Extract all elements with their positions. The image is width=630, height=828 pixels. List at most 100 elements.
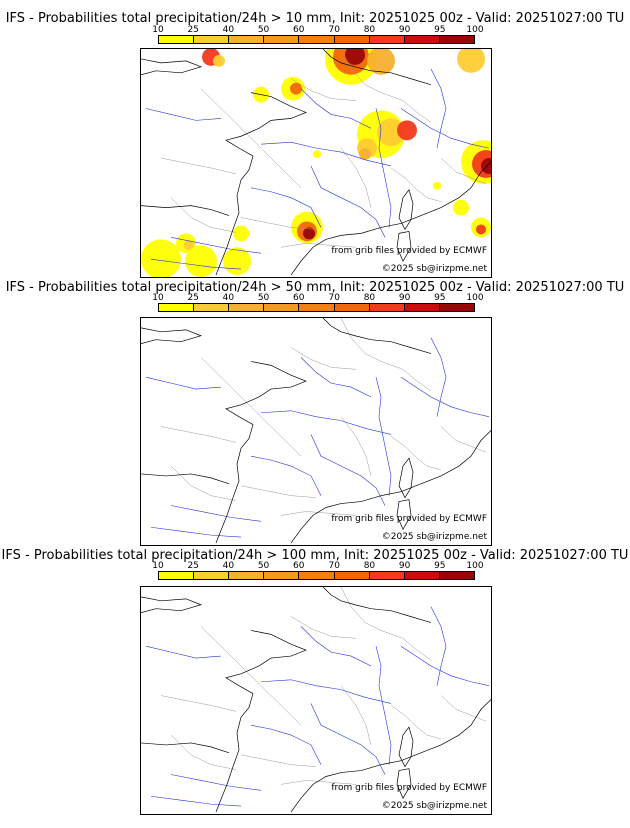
colorbar-segment [369,304,405,311]
tick-label: 10 [152,561,164,571]
tick-label: 40 [222,561,235,571]
coastline [290,430,491,544]
colorbar-segment [439,572,474,579]
coastline [398,188,414,231]
admin-border [200,88,302,188]
tick-label: 40 [222,25,235,35]
coastline [141,473,230,485]
tick-label: 70 [328,293,340,303]
panel-1-colorbar [158,35,475,44]
river-line [260,141,392,167]
admin-border [160,157,237,175]
colorbar-segment [299,572,335,579]
colorbar-segment [334,572,370,579]
tick-label: 100 [466,25,484,35]
colorbar-segment [439,36,474,43]
river-line [150,258,242,270]
panel-3-source-credit: from grib files provided by ECMWF [331,783,487,793]
precip-probability-area [453,199,469,216]
colorbar-segment [404,304,440,311]
admin-border [290,78,357,101]
admin-border [340,587,432,661]
tick-label: 10 [152,25,164,35]
tick-label: 90 [398,293,411,303]
panel-3-copyright: ©2025 sb@irizpme.net [381,801,487,811]
river-line [260,410,392,435]
tick-label: 50 [257,561,270,571]
precip-probability-area [185,245,217,277]
admin-border [200,357,302,457]
admin-border [290,347,357,370]
river-line [260,679,392,704]
tick-label: 80 [363,293,376,303]
colorbar-segment [299,304,335,311]
precip-probability-area [141,239,181,277]
panel-2-colorbar [158,303,475,312]
colorbar-segment [159,572,195,579]
river-line [250,455,322,496]
precip-probability-area [359,148,371,161]
tick-label: 90 [398,561,411,571]
river-line [250,724,322,765]
admin-border [390,705,442,740]
admin-border [170,465,237,501]
admin-border [160,695,237,712]
panel-1-title: IFS - Probabilities total precipitation/… [5,11,625,26]
colorbar-segment [404,572,440,579]
tick-label: 60 [293,293,305,303]
panel-1-colorbar-ticks: 10 25 40 50 60 70 80 90 95 100 [152,25,483,35]
colorbar-segment [369,572,405,579]
precip-probability-area [481,158,491,174]
tick-label: 80 [363,561,376,571]
colorbar-segment [264,572,300,579]
map-basemap [141,587,491,813]
panel-1-copyright: ©2025 sb@irizpme.net [381,264,487,274]
panel-1-map: from grib files provided by ECMWF ©2025 … [140,48,492,278]
river-line [250,187,322,228]
admin-border [200,626,302,726]
coastline [322,318,432,354]
colorbar-segment [159,304,195,311]
admin-border [340,318,432,392]
tick-label: 90 [398,25,411,35]
river-line [170,237,262,254]
tick-label: 25 [187,561,199,571]
colorbar-segment [264,36,300,43]
tick-label: 70 [328,25,340,35]
precip-probability-area [476,224,486,235]
precip-probability-area [213,54,225,67]
coastline [141,58,203,76]
admin-border [170,734,237,770]
river-line [310,165,386,238]
admin-border [290,616,357,639]
colorbar-segment [439,304,474,311]
panel-2-copyright: ©2025 sb@irizpme.net [381,532,487,542]
tick-label: 25 [187,293,199,303]
admin-border [340,416,372,476]
admin-border [390,167,442,202]
river-line [430,606,447,686]
admin-border [440,695,487,722]
precip-probability-area [184,240,194,251]
admin-border [340,49,432,123]
coastline [215,92,307,276]
river-line [300,357,372,398]
tick-label: 60 [293,25,305,35]
panel-3-title: IFS - Probabilities total precipitation/… [1,548,629,563]
tick-label: 95 [434,561,446,571]
tick-label: 10 [152,293,164,303]
coastline [322,49,432,86]
precip-probability-area [345,49,365,65]
river-line [375,646,392,765]
tick-label: 60 [293,561,305,571]
map-basemap [141,49,491,277]
panel-2-map: from grib files provided by ECMWF ©2025 … [140,317,492,546]
precip-probability-area [397,120,417,141]
river-line [150,526,242,538]
admin-border [240,485,317,498]
precip-probability-area [290,82,302,95]
coastline [396,230,412,262]
precip-probability-area [377,118,405,147]
river-line [375,377,392,496]
tick-label: 95 [434,25,446,35]
